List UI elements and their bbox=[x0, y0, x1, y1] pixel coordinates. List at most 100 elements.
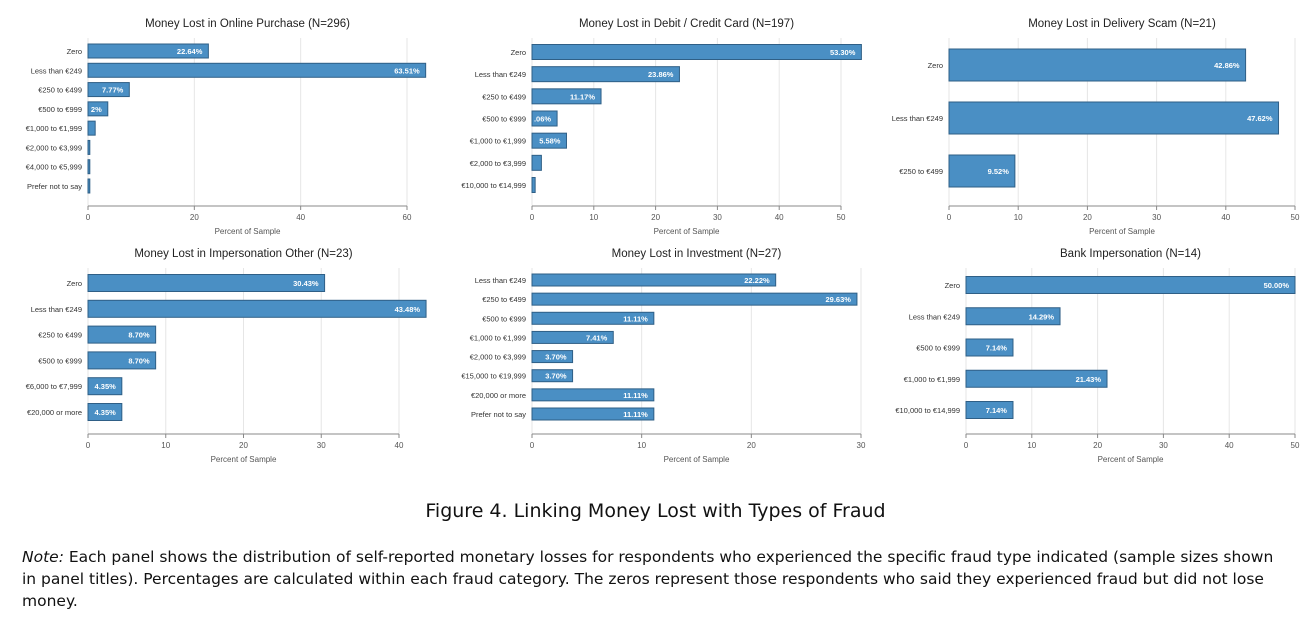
bar-value-label: 42.86% bbox=[1214, 61, 1240, 70]
category-label: €4,000 to €5,999 bbox=[26, 163, 82, 172]
category-label: Prefer not to say bbox=[27, 182, 82, 191]
figure-note: Note: Each panel shows the distribution … bbox=[22, 546, 1292, 612]
bar-value-label: 7.14% bbox=[986, 344, 1008, 353]
category-label: Less than €249 bbox=[475, 70, 526, 79]
bar-value-label: 9.52% bbox=[988, 167, 1010, 176]
bar-value-label: 11.11% bbox=[623, 391, 648, 400]
bar-value-label: 43.48% bbox=[395, 305, 421, 314]
category-label: Less than €249 bbox=[31, 66, 82, 75]
bar bbox=[531, 44, 862, 60]
bar bbox=[965, 369, 1108, 388]
x-tick-label: 0 bbox=[947, 213, 952, 222]
category-label: €500 to €999 bbox=[482, 314, 526, 323]
bar bbox=[948, 154, 1016, 188]
bar bbox=[87, 139, 91, 155]
x-tick-label: 40 bbox=[775, 213, 784, 222]
bar bbox=[531, 311, 655, 325]
x-tick-label: 20 bbox=[1093, 441, 1102, 450]
bar-value-label: 21.43% bbox=[1076, 375, 1102, 384]
bar bbox=[87, 403, 123, 421]
bar bbox=[965, 307, 1061, 326]
x-tick-label: 30 bbox=[1159, 441, 1168, 450]
x-tick-label: 50 bbox=[1291, 213, 1300, 222]
bar-value-label: 14.29% bbox=[1029, 312, 1055, 321]
bar-value-label: 2% bbox=[91, 105, 102, 114]
category-label: Prefer not to say bbox=[471, 410, 526, 419]
x-axis-label: Percent of Sample bbox=[1098, 455, 1164, 464]
bar-value-label: 22.22% bbox=[744, 276, 770, 285]
bar bbox=[531, 88, 602, 105]
x-tick-label: 40 bbox=[1225, 441, 1234, 450]
note-label: Note: bbox=[22, 548, 64, 566]
bar-value-label: 11.11% bbox=[623, 410, 648, 419]
category-label: €20,000 or more bbox=[471, 391, 526, 400]
category-label: €250 to €499 bbox=[38, 331, 82, 340]
chart-title: Money Lost in Impersonation Other (N=23) bbox=[134, 248, 352, 260]
bar-value-label: 8.70% bbox=[128, 331, 150, 340]
bar-value-label: 7.77% bbox=[102, 86, 124, 95]
x-tick-label: 50 bbox=[1291, 441, 1300, 450]
category-label: Zero bbox=[67, 47, 82, 56]
category-label: Less than €249 bbox=[31, 305, 82, 314]
category-label: €500 to €999 bbox=[482, 115, 526, 124]
category-label: €250 to €499 bbox=[482, 295, 526, 304]
bar bbox=[87, 120, 96, 136]
bar bbox=[87, 325, 157, 344]
bar-value-label: 23.86% bbox=[648, 70, 674, 79]
category-label: €20,000 or more bbox=[27, 408, 82, 417]
note-text: Each panel shows the distribution of sel… bbox=[22, 548, 1274, 610]
x-tick-label: 0 bbox=[86, 441, 91, 450]
x-tick-label: 0 bbox=[530, 441, 535, 450]
category-label: €2,000 to €3,999 bbox=[470, 353, 526, 362]
bar-value-label: .06% bbox=[534, 115, 551, 124]
x-tick-label: 0 bbox=[86, 213, 91, 222]
panel-5: Bank Impersonation (N=14) 0 10 20 30 40 50 Perc… bbox=[895, 248, 1300, 464]
x-tick-label: 40 bbox=[1221, 213, 1230, 222]
category-label: €2,000 to €3,999 bbox=[26, 143, 82, 152]
bar bbox=[87, 43, 209, 59]
category-label: Less than €249 bbox=[892, 114, 943, 123]
bar-value-label: 11.11% bbox=[623, 314, 648, 323]
x-axis-label: Percent of Sample bbox=[654, 227, 720, 236]
category-label: €250 to €499 bbox=[482, 92, 526, 101]
bar-value-label: 29.63% bbox=[826, 295, 852, 304]
bar bbox=[531, 273, 777, 287]
x-tick-label: 20 bbox=[747, 441, 756, 450]
bar-value-label: 7.14% bbox=[986, 406, 1008, 415]
x-tick-label: 10 bbox=[161, 441, 170, 450]
category-label: €1,000 to €1,999 bbox=[470, 137, 526, 146]
bar bbox=[531, 66, 680, 83]
bar-value-label: 11.17% bbox=[570, 92, 595, 101]
bar bbox=[948, 48, 1247, 82]
bar-value-label: 30.43% bbox=[293, 279, 319, 288]
bar-value-label: 63.51% bbox=[394, 66, 420, 75]
bar bbox=[87, 274, 326, 292]
bar bbox=[531, 292, 858, 306]
bar bbox=[965, 338, 1014, 357]
bar bbox=[965, 276, 1296, 294]
panel-2: Money Lost in Delivery Scam (N=21) 0 10 20 3… bbox=[892, 18, 1300, 236]
category-label: €10,000 to €14,999 bbox=[895, 406, 960, 415]
bar-value-label: 4.35% bbox=[95, 382, 117, 391]
category-label: Zero bbox=[928, 61, 943, 70]
chart-grid: Money Lost in Online Purchase (N=296) 0 20… bbox=[26, 18, 1300, 464]
category-label: €10,000 to €14,999 bbox=[461, 181, 526, 190]
bar bbox=[87, 82, 130, 98]
panel-1: Money Lost in Debit / Credit Card (N=197… bbox=[461, 18, 862, 236]
x-tick-label: 30 bbox=[713, 213, 722, 222]
bar bbox=[531, 132, 567, 149]
x-tick-label: 40 bbox=[395, 441, 404, 450]
panel-0: Money Lost in Online Purchase (N=296) 0 20… bbox=[26, 18, 427, 236]
bar bbox=[531, 369, 574, 383]
bar bbox=[87, 178, 91, 194]
bar-value-label: 4.35% bbox=[95, 408, 117, 417]
category-label: Less than €249 bbox=[475, 276, 526, 285]
category-label: €1,000 to €1,999 bbox=[904, 375, 960, 384]
x-tick-label: 30 bbox=[1152, 213, 1161, 222]
category-label: €6,000 to €7,999 bbox=[26, 382, 82, 391]
category-label: €15,000 to €19,999 bbox=[461, 372, 526, 381]
category-label: €1,000 to €1,999 bbox=[470, 333, 526, 342]
panel-3: Money Lost in Impersonation Other (N=23)… bbox=[26, 248, 427, 464]
figure-caption: Figure 4. Linking Money Lost with Types … bbox=[425, 500, 886, 522]
category-label: €250 to €499 bbox=[899, 167, 943, 176]
